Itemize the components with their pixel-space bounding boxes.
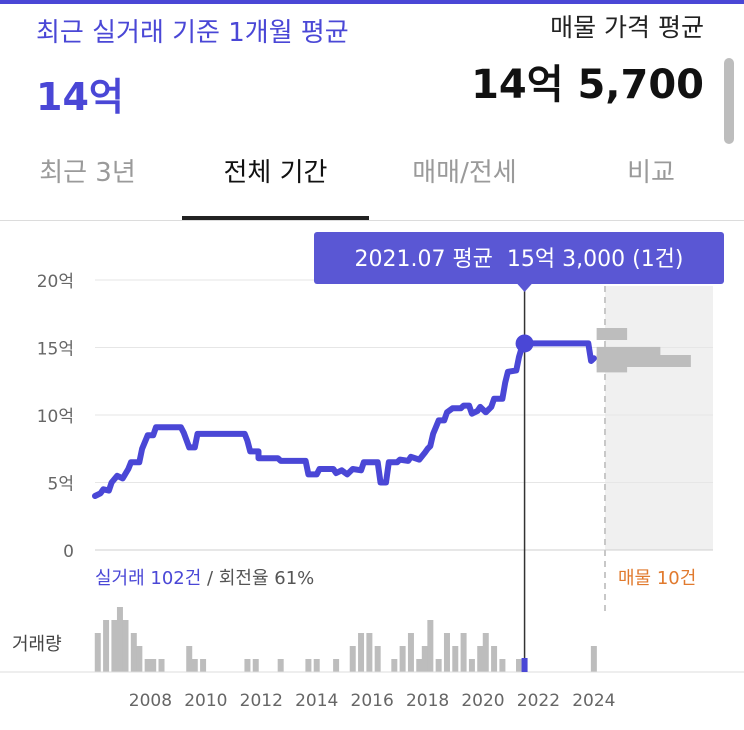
volume-bar (427, 620, 434, 672)
legend-turnover: 회전율 61% (219, 568, 314, 589)
listing-bars (596, 328, 691, 373)
volume-bar (244, 659, 251, 672)
tooltip-box (314, 232, 724, 284)
tab-sale-lease[interactable]: 매매/전세 (412, 158, 517, 188)
volume-bar (407, 633, 414, 672)
x-tick-label: 2020 (461, 691, 504, 711)
x-tick-label: 2022 (517, 691, 560, 711)
volume-bar (305, 659, 312, 672)
legend-sales: 실거래 102건 / 회전율 61% (95, 568, 314, 589)
volume-bar (468, 659, 475, 672)
tooltip: 2021.07 평균 15억 3,000 (1건) (314, 232, 724, 292)
average-price: 14억 (36, 75, 124, 119)
volume-bar (111, 620, 118, 672)
legend-sales-count: 실거래 102건 (95, 568, 201, 589)
volume-bar (130, 633, 137, 672)
x-tick-label: 2012 (240, 691, 283, 711)
listing-price-value: 14억 5,700 (471, 62, 704, 108)
volume-bar (590, 646, 597, 672)
volume-bar (94, 633, 101, 672)
volume-bar (116, 607, 123, 672)
tooltip-text: 2021.07 평균 15억 3,000 (1건) (354, 247, 683, 272)
volume-bar (122, 620, 129, 672)
tooltip-arrow (516, 283, 533, 292)
y-tick-label: 20억 (37, 272, 74, 292)
volume-bar (252, 659, 259, 672)
legend-separator: / (201, 568, 219, 589)
tab-all-period[interactable]: 전체 기간 (182, 140, 369, 220)
volume-bar (477, 646, 484, 672)
volume-bars (94, 607, 597, 672)
volume-bar (452, 646, 459, 672)
volume-bar (443, 633, 450, 672)
volume-bar (277, 659, 284, 672)
volume-bar (136, 646, 143, 672)
period-tabs: 최근 3년 전체 기간 매매/전세 비교 (0, 140, 744, 221)
tab-recent-3-years[interactable]: 최근 3년 (39, 158, 136, 188)
x-tick-label: 2014 (295, 691, 338, 711)
volume-bar (103, 620, 110, 672)
legend-listings: 매물 10건 (618, 568, 696, 589)
tab-compare[interactable]: 비교 (627, 158, 675, 188)
x-tick-label: 2008 (129, 691, 172, 711)
volume-label: 거래량 (12, 634, 62, 655)
x-tick-label: 2010 (184, 691, 227, 711)
y-tick-label: 0 (63, 542, 74, 562)
scrollbar[interactable] (724, 58, 734, 144)
selected-point[interactable] (515, 334, 534, 353)
volume-bar (491, 646, 498, 672)
volume-bar (399, 646, 406, 672)
x-tick-label: 2024 (572, 691, 615, 711)
volume-bar (482, 633, 489, 672)
series-line-sales (92, 340, 597, 499)
price-chart[interactable]: 20억 15억 10억 5억 0 2021.07 평균 15억 3,000 (1건) 실… (0, 220, 744, 730)
volume-bar (191, 659, 198, 672)
y-tick-label: 10억 (37, 407, 74, 427)
volume-bar (358, 633, 365, 672)
volume-bar (516, 659, 523, 672)
listing-area-bg (605, 286, 713, 550)
listing-price-title: 매물 가격 평균 (550, 13, 704, 42)
volume-bar (200, 659, 207, 672)
volume-bar (144, 659, 151, 672)
listing-bar (596, 360, 628, 373)
volume-bar (333, 659, 340, 672)
volume-bar (391, 659, 398, 672)
top-accent-bar (0, 0, 744, 4)
volume-bar (349, 646, 356, 672)
listing-bar (596, 328, 628, 340)
volume-bar (435, 659, 442, 672)
x-tick-label: 2018 (406, 691, 449, 711)
y-tick-label: 15억 (37, 340, 74, 360)
y-axis-ticks: 20억 15억 10억 5억 0 (37, 272, 74, 562)
volume-bar (499, 659, 506, 672)
volume-bar (416, 659, 423, 672)
x-tick-label: 2016 (351, 691, 394, 711)
volume-bar (186, 646, 193, 672)
volume-bar (374, 646, 381, 672)
volume-bar (366, 633, 373, 672)
volume-bar (158, 659, 165, 672)
selected-volume-bar (521, 658, 528, 672)
volume-bar (150, 659, 157, 672)
page-title: 최근 실거래 기준 1개월 평균 (36, 18, 349, 48)
x-axis-ticks: 2008 2010 2012 2014 2016 2018 2020 2022 2024 (129, 691, 616, 711)
volume-bar (460, 633, 467, 672)
volume-bar (313, 659, 320, 672)
y-tick-label: 5억 (48, 475, 74, 495)
volume-bar (421, 646, 428, 672)
